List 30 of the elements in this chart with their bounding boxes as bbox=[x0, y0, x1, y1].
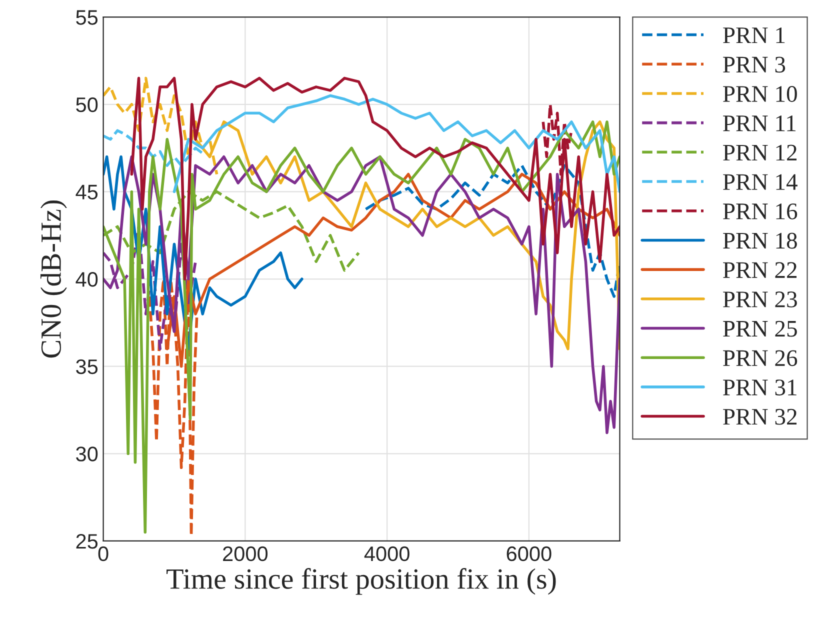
y-tick-label: 55 bbox=[76, 10, 98, 25]
legend-label: PRN 1 bbox=[723, 27, 785, 44]
y-tick-label: 30 bbox=[76, 446, 98, 462]
legend-label: PRN 16 bbox=[723, 203, 798, 220]
x-axis-title: Time since first position fix in (s) bbox=[166, 568, 556, 595]
y-tick-label: 50 bbox=[76, 97, 98, 112]
legend-label: PRN 31 bbox=[723, 380, 796, 396]
legend-label: PRN 22 bbox=[723, 262, 797, 278]
legend-label: PRN 3 bbox=[723, 56, 786, 73]
legend-label: PRN 23 bbox=[723, 292, 797, 308]
legend-label: PRN 10 bbox=[723, 86, 797, 102]
x-tick-label: 2000 bbox=[223, 546, 268, 562]
legend-label: PRN 12 bbox=[723, 144, 797, 160]
y-tick-label: 40 bbox=[76, 272, 98, 287]
legend-label: PRN 26 bbox=[723, 350, 798, 366]
legend-label: PRN 32 bbox=[723, 408, 797, 425]
y-tick-label: 35 bbox=[76, 359, 98, 374]
line-series bbox=[542, 102, 573, 176]
x-tick-label: 6000 bbox=[506, 546, 552, 562]
y-axis-title: CN0 (dB-Hz) bbox=[40, 200, 67, 358]
line-series bbox=[130, 76, 620, 280]
y-tick-label: 45 bbox=[76, 184, 98, 200]
legend-label: PRN 25 bbox=[723, 320, 797, 337]
line-series bbox=[103, 120, 620, 534]
x-tick-label: 4000 bbox=[364, 546, 410, 562]
legend-label: PRN 11 bbox=[723, 115, 796, 132]
legend-label: PRN 14 bbox=[723, 174, 798, 190]
x-tick-label: 0 bbox=[98, 546, 108, 562]
legend-label: PRN 18 bbox=[723, 232, 797, 249]
y-tick-label: 25 bbox=[76, 534, 98, 549]
